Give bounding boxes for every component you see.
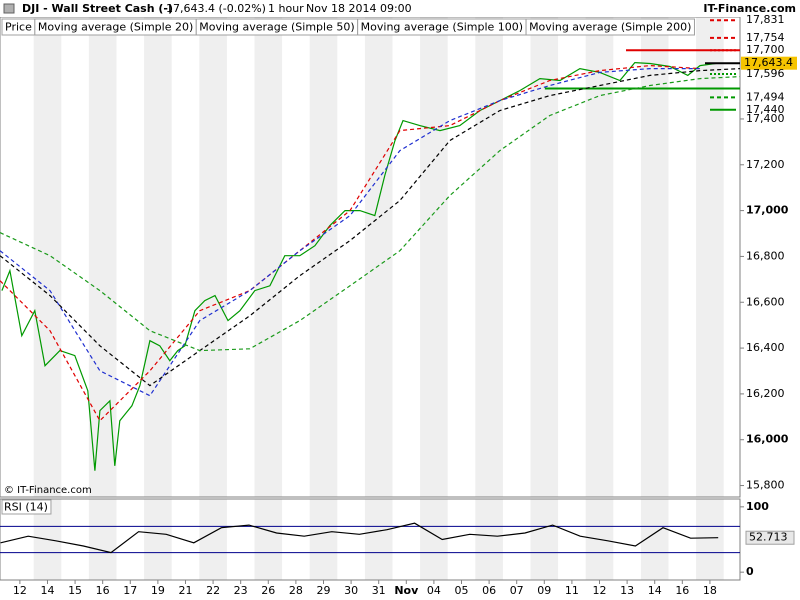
legend-entry: Moving average (Simple 20) bbox=[38, 21, 193, 34]
legend-entry: RSI (14) bbox=[4, 501, 48, 514]
x-tick-label: 09 bbox=[537, 584, 551, 597]
y-tick-label: 16,600 bbox=[746, 295, 785, 308]
interval: 1 hour bbox=[268, 2, 304, 15]
indicator-line bbox=[0, 522, 719, 554]
x-tick-label: 21 bbox=[178, 584, 192, 597]
x-tick-label: 14 bbox=[40, 584, 54, 597]
x-tick-label: 19 bbox=[151, 584, 165, 597]
day-band bbox=[475, 17, 503, 497]
header-icon bbox=[3, 3, 15, 14]
x-tick-label: 29 bbox=[316, 584, 330, 597]
x-tick-label: 31 bbox=[372, 584, 386, 597]
y-tick-label: 17,400 bbox=[746, 112, 785, 125]
level-label: 17,440 bbox=[746, 103, 785, 116]
y-tick-label: 0 bbox=[746, 565, 754, 578]
legend-box bbox=[525, 18, 695, 36]
x-tick-label: 15 bbox=[68, 584, 82, 597]
y-tick-label: 17,200 bbox=[746, 158, 785, 171]
y-tick-label: 17,000 bbox=[746, 204, 789, 217]
day-band bbox=[530, 17, 559, 497]
level-box bbox=[741, 56, 797, 70]
x-tick-label: 04 bbox=[427, 584, 441, 597]
level-label: 17,643.4 bbox=[744, 56, 793, 69]
last-value-label: 52.713 bbox=[749, 531, 788, 544]
symbol: DJI - Wall Street Cash (-) bbox=[22, 2, 173, 15]
day-band bbox=[530, 499, 559, 580]
day-band bbox=[420, 17, 448, 497]
x-tick-label: 28 bbox=[289, 584, 303, 597]
day-band bbox=[364, 499, 393, 580]
y-tick-label: 16,800 bbox=[746, 249, 785, 262]
day-band bbox=[696, 499, 724, 580]
y-tick-label: 16,400 bbox=[746, 341, 785, 354]
watermark: © IT-Finance.com bbox=[4, 485, 92, 496]
x-tick-label: 17 bbox=[123, 584, 137, 597]
legend-entry: Moving average (Simple 100) bbox=[361, 21, 523, 34]
legend-entry: Moving average (Simple 50) bbox=[199, 21, 354, 34]
y-tick-label: 16,200 bbox=[746, 387, 785, 400]
indicator-line bbox=[0, 76, 741, 352]
y-tick-label: 16,000 bbox=[746, 433, 789, 446]
day-band bbox=[88, 499, 117, 580]
day-band bbox=[254, 17, 283, 497]
legend-entry: Moving average (Simple 200) bbox=[529, 21, 691, 34]
day-band bbox=[364, 17, 393, 497]
day-band bbox=[254, 499, 283, 580]
legend-box bbox=[1, 499, 52, 515]
x-tick-label: 07 bbox=[510, 584, 524, 597]
x-tick-label: 23 bbox=[234, 584, 248, 597]
x-tick-label: 26 bbox=[261, 584, 275, 597]
header-bar bbox=[0, 0, 800, 17]
day-bands bbox=[33, 17, 724, 580]
last-value-box bbox=[745, 530, 795, 545]
indicator-line bbox=[0, 68, 700, 397]
y-tick-label: 100 bbox=[746, 500, 769, 513]
day-band bbox=[33, 17, 62, 497]
day-band bbox=[199, 499, 227, 580]
day-band bbox=[144, 499, 172, 580]
x-tick-label: 22 bbox=[206, 584, 220, 597]
day-band bbox=[88, 17, 117, 497]
brand: IT-Finance.com bbox=[703, 2, 796, 15]
y-tick-label: 15,800 bbox=[746, 479, 785, 492]
day-band bbox=[475, 499, 503, 580]
indicator-line bbox=[0, 64, 701, 422]
day-band bbox=[309, 17, 338, 497]
level-label: 17,831 bbox=[746, 13, 785, 26]
x-tick-label: 18 bbox=[703, 584, 717, 597]
x-tick-label: Nov bbox=[394, 584, 419, 597]
datetime: Nov 18 2014 09:00 bbox=[306, 2, 412, 15]
day-band bbox=[199, 17, 227, 497]
legend-entry: Price bbox=[5, 21, 32, 34]
x-tick-label: 12 bbox=[593, 584, 607, 597]
rsi-frame bbox=[0, 498, 741, 581]
x-tick-label: 16 bbox=[675, 584, 689, 597]
day-band bbox=[309, 499, 338, 580]
quote: 17,643.4 (-0.02%) bbox=[166, 2, 266, 15]
x-tick-label: 06 bbox=[482, 584, 496, 597]
level-label: 17,596 bbox=[746, 67, 785, 80]
day-band bbox=[585, 17, 614, 497]
x-tick-label: 12 bbox=[13, 584, 27, 597]
level-label: 17,754 bbox=[746, 31, 785, 44]
x-tick-label: 05 bbox=[454, 584, 468, 597]
x-tick-label: 16 bbox=[96, 584, 110, 597]
indicator-line bbox=[0, 68, 741, 387]
x-tick-label: 30 bbox=[344, 584, 358, 597]
x-tick-label: 11 bbox=[565, 584, 579, 597]
x-tick-label: 13 bbox=[620, 584, 634, 597]
x-tick-label: 14 bbox=[648, 584, 662, 597]
level-label: 17,494 bbox=[746, 90, 785, 103]
day-band bbox=[640, 17, 669, 497]
level-label: 17,700 bbox=[746, 43, 785, 56]
price-line bbox=[1, 61, 718, 471]
day-band bbox=[144, 17, 172, 497]
